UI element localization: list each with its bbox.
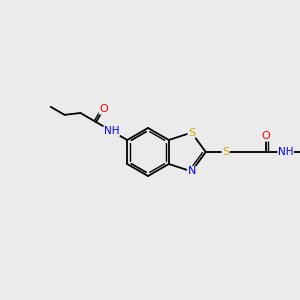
Text: S: S	[222, 147, 229, 157]
Text: N: N	[188, 167, 196, 176]
Text: NH: NH	[278, 147, 293, 157]
Text: NH: NH	[104, 126, 119, 136]
Text: S: S	[188, 128, 195, 138]
Text: O: O	[99, 104, 108, 114]
Text: O: O	[261, 131, 270, 141]
